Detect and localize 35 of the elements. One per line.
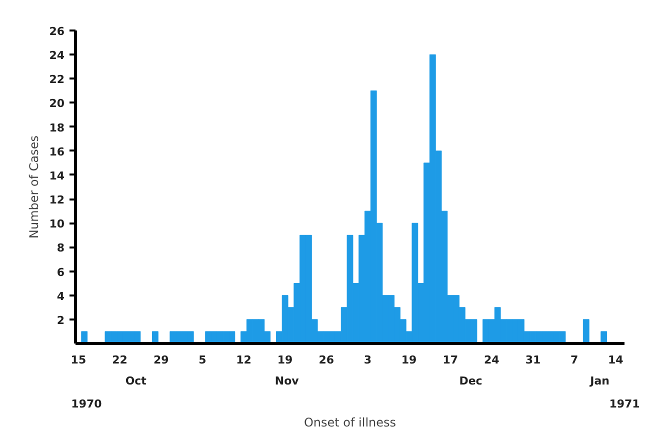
y-tick-label: 4 <box>56 290 65 303</box>
y-tick-label: 8 <box>56 242 64 255</box>
y-tick-label: 12 <box>49 194 65 207</box>
y-tick-label: 14 <box>49 169 65 182</box>
x-tick-label: 7 <box>570 354 578 366</box>
x-tick-label: 19 <box>401 354 417 366</box>
y-tick-label: 26 <box>49 25 65 38</box>
y-axis-title: Number of Cases <box>27 135 42 239</box>
x-tick-label: 31 <box>525 354 541 366</box>
y-tick-label: 2 <box>56 314 64 327</box>
x-tick-label: 24 <box>484 354 500 366</box>
x-tick-label: 26 <box>318 354 334 366</box>
y-tick-label: 6 <box>56 266 65 279</box>
y-tick-label: 18 <box>49 121 65 134</box>
y-tick-label: 22 <box>49 73 65 86</box>
y-tick-label: 10 <box>49 218 65 231</box>
x-axis-title: Onset of illness <box>304 416 396 430</box>
text: Dec <box>459 374 482 388</box>
x-tick-label: 5 <box>198 354 206 366</box>
x-tick-label: 3 <box>364 354 372 366</box>
x-tick-label: 14 <box>608 354 624 366</box>
x-tick-label: 15 <box>70 354 86 366</box>
y-tick-label: 20 <box>49 97 65 110</box>
x-tick-label: 22 <box>112 354 128 366</box>
x-tick-label: 17 <box>442 354 458 366</box>
text: Jan <box>589 374 610 388</box>
text: Oct <box>125 374 146 388</box>
text: Nov <box>274 374 300 388</box>
text: 1971 <box>609 398 640 410</box>
y-tick-label: 16 <box>49 145 65 158</box>
x-tick-label: 29 <box>153 354 169 366</box>
x-tick-label: 19 <box>277 354 293 366</box>
text: 1970 <box>71 398 102 410</box>
x-tick-label: 12 <box>236 354 252 366</box>
y-tick-label: 24 <box>49 49 65 62</box>
